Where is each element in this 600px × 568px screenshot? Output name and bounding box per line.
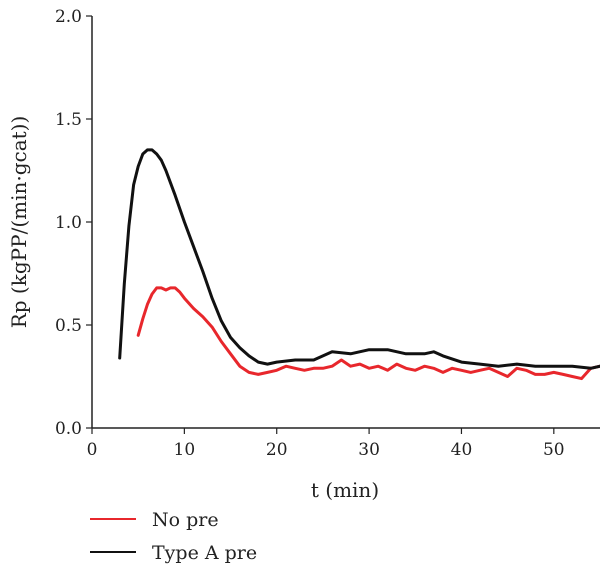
- legend-label-no-pre: No pre: [152, 509, 219, 531]
- x-tick-label: 30: [358, 440, 380, 460]
- axes: [86, 15, 600, 434]
- y-tick-label: 0.0: [55, 419, 82, 439]
- y-axis-title: Rp (kgPP/(min·gcat)): [7, 116, 31, 329]
- y-tick-label: 2.0: [55, 7, 82, 27]
- x-tick-label: 0: [87, 440, 98, 460]
- y-tick-label: 1.5: [55, 110, 82, 130]
- x-axis-title: t (min): [311, 478, 379, 502]
- legend: No pre Type A pre: [90, 509, 257, 564]
- y-tick-label: 0.5: [55, 316, 82, 336]
- x-tick-label: 40: [451, 440, 473, 460]
- x-tick-label: 50: [543, 440, 565, 460]
- x-tick-label: 10: [174, 440, 196, 460]
- series-lines: [118, 148, 600, 381]
- y-tick-label: 1.0: [55, 213, 82, 233]
- tick-labels: 0 10 20 30 40 50 0.0 0.5 1.0 1.5 2.0: [55, 7, 565, 460]
- series-line-type-a-pre: [118, 148, 600, 370]
- x-tick-label: 20: [266, 440, 288, 460]
- legend-label-type-a-pre: Type A pre: [152, 542, 257, 564]
- series-line-no-pre: [136, 286, 600, 381]
